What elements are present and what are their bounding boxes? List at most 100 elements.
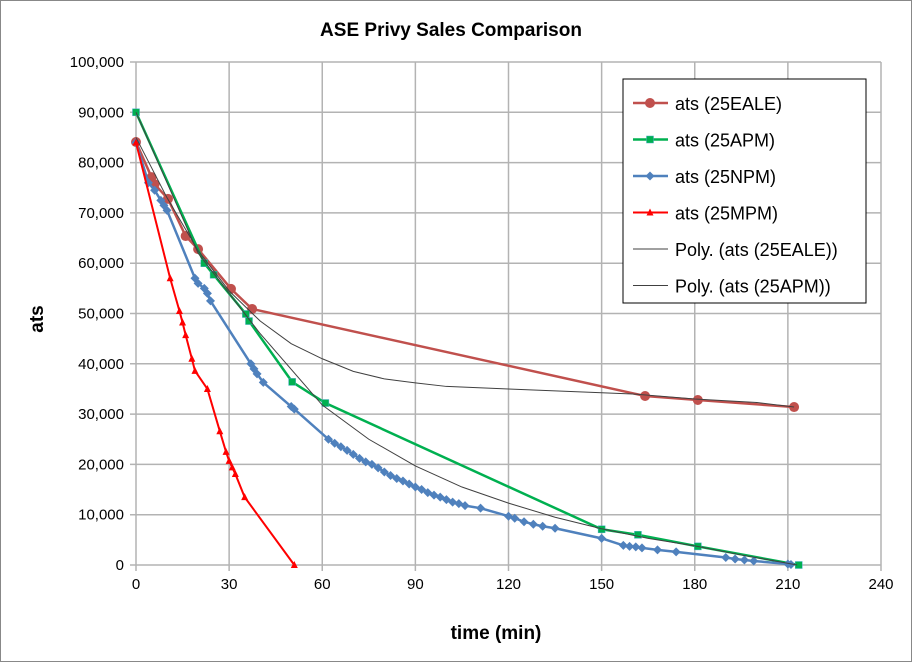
chart-title: ASE Privy Sales Comparison xyxy=(320,20,582,41)
x-tick-label: 0 xyxy=(132,576,140,593)
data-point-diamond xyxy=(289,404,299,414)
data-point-triangle xyxy=(290,561,298,568)
data-point-triangle xyxy=(188,354,196,362)
data-point-square xyxy=(634,531,642,539)
data-point-diamond xyxy=(386,470,396,480)
y-tick-label: 80,000 xyxy=(78,155,124,172)
y-tick-label: 10,000 xyxy=(78,507,124,524)
x-tick-label: 180 xyxy=(682,576,707,593)
data-point-diamond xyxy=(476,503,486,513)
data-point-diamond xyxy=(348,449,358,459)
series-ats-25npm- xyxy=(131,137,796,569)
series-line xyxy=(135,137,795,408)
data-point-diamond xyxy=(730,554,740,564)
data-point-diamond xyxy=(162,205,172,215)
data-point-diamond xyxy=(355,453,364,463)
x-tick-label: 30 xyxy=(221,576,238,593)
data-point-triangle xyxy=(179,318,187,326)
legend-item: ats (25MPM) xyxy=(633,204,778,224)
data-point-triangle xyxy=(225,456,233,464)
data-point-triangle xyxy=(228,463,236,471)
data-point-diamond xyxy=(721,552,731,562)
legend-label: Poly. (ats (25APM)) xyxy=(675,277,831,297)
data-point-square xyxy=(646,135,654,144)
x-axis-label: time (min) xyxy=(451,623,542,644)
y-tick-label: 60,000 xyxy=(78,255,124,272)
data-point-diamond xyxy=(367,459,377,469)
data-point-diamond xyxy=(631,542,641,552)
data-point-diamond xyxy=(398,476,408,486)
y-tick-label: 100,000 xyxy=(70,54,124,71)
data-point-diamond xyxy=(342,445,352,455)
gridlines xyxy=(130,61,882,571)
data-point-diamond xyxy=(448,497,458,507)
series-group xyxy=(131,108,803,569)
series-line xyxy=(135,142,296,566)
legend-label: ats (25APM) xyxy=(675,131,775,151)
data-point-diamond xyxy=(404,479,414,489)
y-tick-label: 30,000 xyxy=(78,406,124,423)
legend-item: ats (25NPM) xyxy=(633,167,776,187)
data-point-diamond xyxy=(739,555,749,565)
data-point-diamond xyxy=(252,369,262,379)
data-point-diamond xyxy=(528,519,538,529)
x-tick-label: 90 xyxy=(407,576,424,593)
data-point-diamond xyxy=(597,533,607,543)
data-point-diamond xyxy=(330,438,340,448)
data-point-diamond xyxy=(786,559,796,569)
legend-item: ats (25EALE) xyxy=(633,94,782,114)
data-point-square xyxy=(245,317,253,325)
x-tick-label: 240 xyxy=(868,576,893,593)
legend-item: ats (25APM) xyxy=(633,131,775,151)
series-line xyxy=(135,112,798,566)
data-point-triangle xyxy=(191,366,199,374)
x-tick-label: 120 xyxy=(496,576,521,593)
data-point-square xyxy=(288,378,296,386)
legend-label: ats (25NPM) xyxy=(675,167,776,187)
legend-label: Poly. (ats (25EALE)) xyxy=(675,240,838,260)
data-point-square xyxy=(321,399,330,407)
data-point-triangle xyxy=(231,469,239,477)
data-point-diamond xyxy=(336,442,346,452)
data-point-diamond xyxy=(550,523,560,533)
y-tick-label: 20,000 xyxy=(78,456,124,473)
legend-item: Poly. (ats (25APM)) xyxy=(633,277,831,297)
data-point-diamond xyxy=(538,521,548,531)
x-tick-label: 210 xyxy=(775,576,800,593)
y-tick-label: 70,000 xyxy=(78,205,124,222)
legend-box xyxy=(622,78,867,304)
axes: 0 30 60 90 120 150 180 210 240 0 10,000 20,000 30,00… xyxy=(70,54,894,593)
legend-item: Poly. (ats (25EALE)) xyxy=(633,240,838,260)
data-point-diamond xyxy=(323,434,333,444)
data-point-circle xyxy=(645,98,655,108)
data-point-diamond xyxy=(653,545,662,555)
data-point-diamond xyxy=(379,467,389,477)
data-point-triangle xyxy=(203,384,211,392)
data-point-diamond xyxy=(150,185,160,195)
data-point-diamond xyxy=(637,543,647,553)
data-point-diamond xyxy=(618,540,628,550)
y-axis-label: ats xyxy=(27,305,48,332)
data-point-triangle xyxy=(241,493,249,501)
data-point-diamond xyxy=(417,485,427,495)
y-tick-label: 90,000 xyxy=(78,104,124,121)
data-point-diamond xyxy=(645,171,655,181)
data-point-circle xyxy=(640,390,651,401)
data-point-triangle xyxy=(182,331,190,339)
data-point-diamond xyxy=(460,501,470,511)
data-point-diamond xyxy=(519,517,529,527)
x-tick-label: 150 xyxy=(589,576,614,593)
data-point-triangle xyxy=(222,447,230,455)
y-tick-label: 50,000 xyxy=(78,306,124,323)
data-point-diamond xyxy=(202,288,212,298)
series-ats-25mpm- xyxy=(132,138,298,568)
legend-label: ats (25EALE) xyxy=(675,94,782,114)
legend-label: ats (25MPM) xyxy=(675,204,778,224)
data-point-circle xyxy=(692,395,703,406)
data-point-triangle xyxy=(175,306,183,314)
series-poly-ats-25eale- xyxy=(135,137,795,408)
data-point-diamond xyxy=(373,463,383,473)
data-point-diamond xyxy=(625,541,635,551)
